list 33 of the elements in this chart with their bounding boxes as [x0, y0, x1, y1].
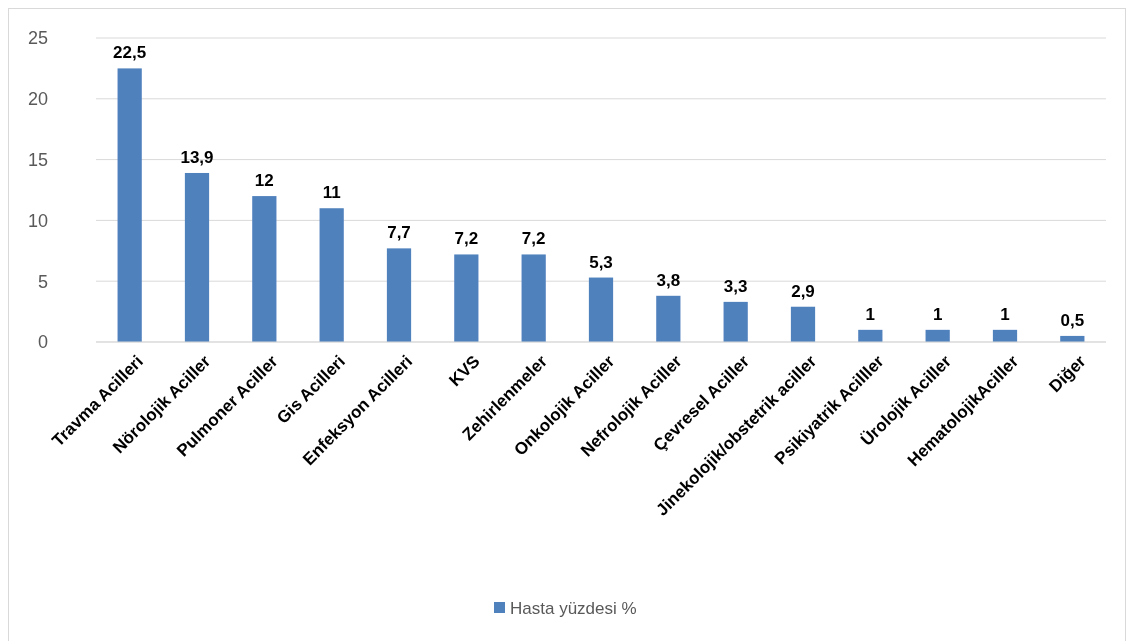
- data-label: 13,9: [180, 147, 214, 167]
- data-label: 7,2: [521, 229, 546, 249]
- data-label: 7,2: [454, 229, 479, 249]
- data-label: 1: [932, 304, 943, 324]
- bar: [588, 277, 614, 342]
- data-label: 11: [322, 183, 341, 203]
- y-tick-label: 5: [37, 271, 48, 292]
- data-label: 7,7: [387, 223, 411, 243]
- data-label: 2,9: [791, 281, 815, 301]
- data-label: 1: [865, 304, 876, 324]
- bar: [723, 301, 748, 342]
- bar: [790, 306, 816, 342]
- y-tick-label: 0: [37, 332, 48, 353]
- data-label: 0,5: [1060, 310, 1085, 330]
- bar: [252, 196, 277, 342]
- bar: [454, 254, 479, 342]
- data-label: 3,3: [723, 276, 748, 296]
- y-tick-label: 10: [27, 210, 48, 231]
- data-label: 22,5: [113, 43, 147, 63]
- data-label: 5,3: [589, 252, 613, 272]
- bar: [521, 254, 546, 342]
- legend-label: Hasta yüzdesi %: [510, 598, 637, 618]
- y-tick-label: 20: [27, 89, 48, 110]
- bar: [386, 248, 412, 342]
- y-tick-label: 25: [27, 28, 48, 49]
- bar: [184, 172, 210, 342]
- bar: [319, 208, 344, 342]
- data-label: 1: [1000, 304, 1010, 324]
- data-label: 12: [254, 171, 274, 191]
- y-tick-label: 15: [27, 149, 48, 170]
- bar: [656, 295, 681, 342]
- bar: [117, 68, 142, 342]
- data-label: 3,8: [656, 270, 681, 290]
